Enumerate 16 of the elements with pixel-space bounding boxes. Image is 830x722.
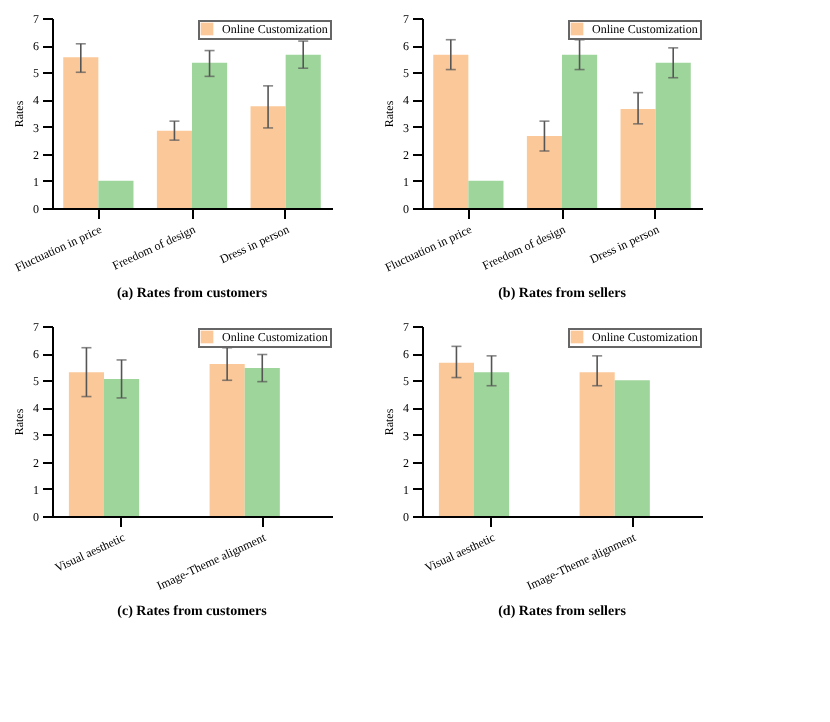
bar xyxy=(244,368,280,516)
bar xyxy=(526,136,562,208)
bar xyxy=(468,180,504,208)
bar xyxy=(156,130,192,208)
bar xyxy=(620,108,656,208)
bar xyxy=(63,57,99,208)
bar xyxy=(98,180,134,208)
bar xyxy=(285,54,321,208)
bar xyxy=(68,372,104,516)
bar xyxy=(250,106,286,208)
bar xyxy=(192,62,228,208)
bar xyxy=(104,378,140,516)
bar xyxy=(433,54,469,208)
bar xyxy=(209,364,245,516)
bar xyxy=(655,62,691,208)
bar xyxy=(562,54,598,208)
